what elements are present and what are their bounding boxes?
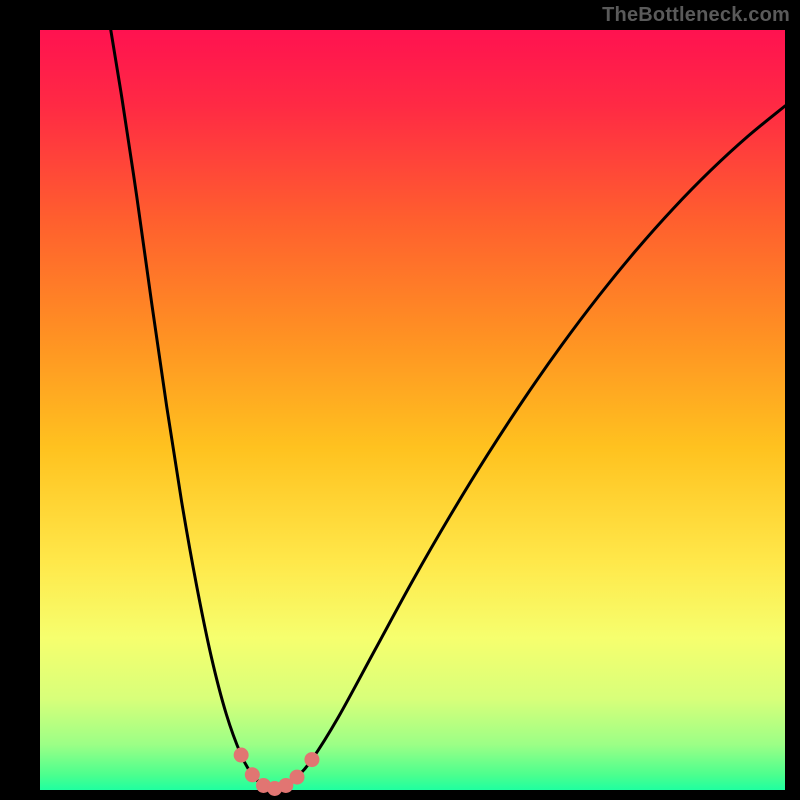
markers-group [234,748,319,795]
plot-area [40,30,785,790]
chart-container: TheBottleneck.com [0,0,800,800]
main-curve [111,30,785,788]
marker-point [290,770,304,784]
curve-layer [40,30,785,790]
watermark-text: TheBottleneck.com [602,4,790,27]
marker-point [305,753,319,767]
marker-point [245,768,259,782]
marker-point [234,748,248,762]
